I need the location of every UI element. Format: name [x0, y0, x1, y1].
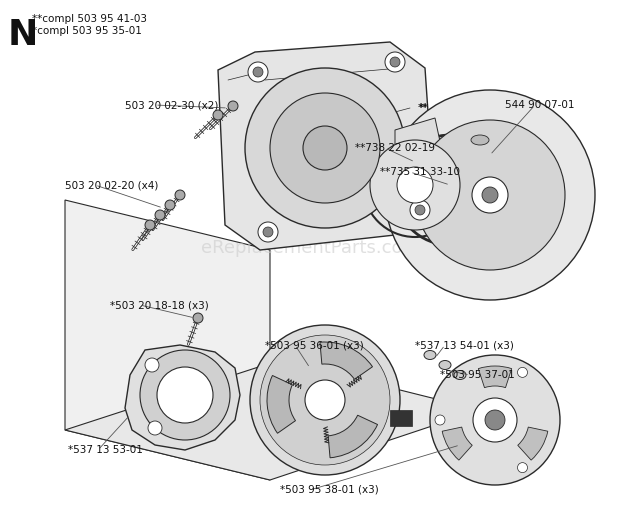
- Text: *537 13 54-01 (x3): *537 13 54-01 (x3): [415, 340, 514, 350]
- Text: *537 13 53-01: *537 13 53-01: [68, 445, 143, 455]
- Circle shape: [140, 350, 230, 440]
- Circle shape: [482, 187, 498, 203]
- Circle shape: [260, 335, 390, 465]
- Wedge shape: [320, 342, 373, 379]
- Circle shape: [258, 222, 278, 242]
- Circle shape: [155, 210, 165, 220]
- Circle shape: [430, 355, 560, 485]
- Wedge shape: [478, 366, 512, 388]
- Text: **735 31 33-10: **735 31 33-10: [380, 167, 460, 177]
- Polygon shape: [65, 200, 270, 480]
- Circle shape: [145, 220, 155, 230]
- Wedge shape: [518, 427, 548, 460]
- Circle shape: [385, 90, 595, 300]
- Text: **: **: [419, 103, 429, 113]
- Circle shape: [415, 205, 425, 215]
- Circle shape: [157, 367, 213, 423]
- Circle shape: [410, 200, 430, 220]
- Circle shape: [370, 140, 460, 230]
- Circle shape: [518, 463, 528, 472]
- Circle shape: [228, 101, 238, 111]
- Text: 503 20 02-30 (x2): 503 20 02-30 (x2): [125, 100, 218, 110]
- Text: **738 22 02-19: **738 22 02-19: [355, 143, 435, 153]
- Polygon shape: [390, 410, 412, 426]
- Ellipse shape: [424, 351, 436, 360]
- Circle shape: [145, 358, 159, 372]
- Text: *503 95 36-01 (x3): *503 95 36-01 (x3): [265, 340, 364, 350]
- Polygon shape: [65, 360, 480, 480]
- Circle shape: [263, 227, 273, 237]
- Circle shape: [250, 325, 400, 475]
- Text: **: **: [418, 103, 428, 113]
- Circle shape: [415, 120, 565, 270]
- Circle shape: [213, 110, 223, 120]
- Circle shape: [303, 126, 347, 170]
- Circle shape: [248, 62, 268, 82]
- Ellipse shape: [454, 370, 466, 379]
- Circle shape: [397, 167, 433, 203]
- Polygon shape: [218, 42, 435, 250]
- Wedge shape: [267, 376, 296, 433]
- Text: N: N: [8, 18, 38, 52]
- Circle shape: [435, 415, 445, 425]
- Text: 503 20 02-20 (x4): 503 20 02-20 (x4): [65, 180, 158, 190]
- Ellipse shape: [471, 135, 489, 145]
- Polygon shape: [395, 118, 445, 182]
- Circle shape: [148, 421, 162, 435]
- Text: eReplacementParts.com: eReplacementParts.com: [200, 239, 420, 257]
- Circle shape: [270, 93, 380, 203]
- Polygon shape: [125, 345, 240, 450]
- Circle shape: [305, 380, 345, 420]
- Wedge shape: [328, 415, 378, 458]
- Circle shape: [390, 57, 400, 67]
- Wedge shape: [442, 427, 472, 460]
- Text: **compl 503 95 41-03: **compl 503 95 41-03: [32, 14, 147, 24]
- Circle shape: [485, 410, 505, 430]
- Text: *503 95 38-01 (x3): *503 95 38-01 (x3): [280, 485, 379, 495]
- Circle shape: [385, 52, 405, 72]
- Circle shape: [473, 398, 517, 442]
- Text: *503 20 18-18 (x3): *503 20 18-18 (x3): [110, 300, 209, 310]
- Circle shape: [245, 68, 405, 228]
- Circle shape: [165, 200, 175, 210]
- Text: *compl 503 95 35-01: *compl 503 95 35-01: [32, 26, 142, 36]
- Circle shape: [472, 177, 508, 213]
- Text: *503 95 37-01: *503 95 37-01: [440, 370, 515, 380]
- Circle shape: [253, 67, 263, 77]
- Text: 544 90 07-01: 544 90 07-01: [505, 100, 575, 110]
- Circle shape: [175, 190, 185, 200]
- Ellipse shape: [439, 361, 451, 370]
- Circle shape: [193, 313, 203, 323]
- Circle shape: [518, 368, 528, 377]
